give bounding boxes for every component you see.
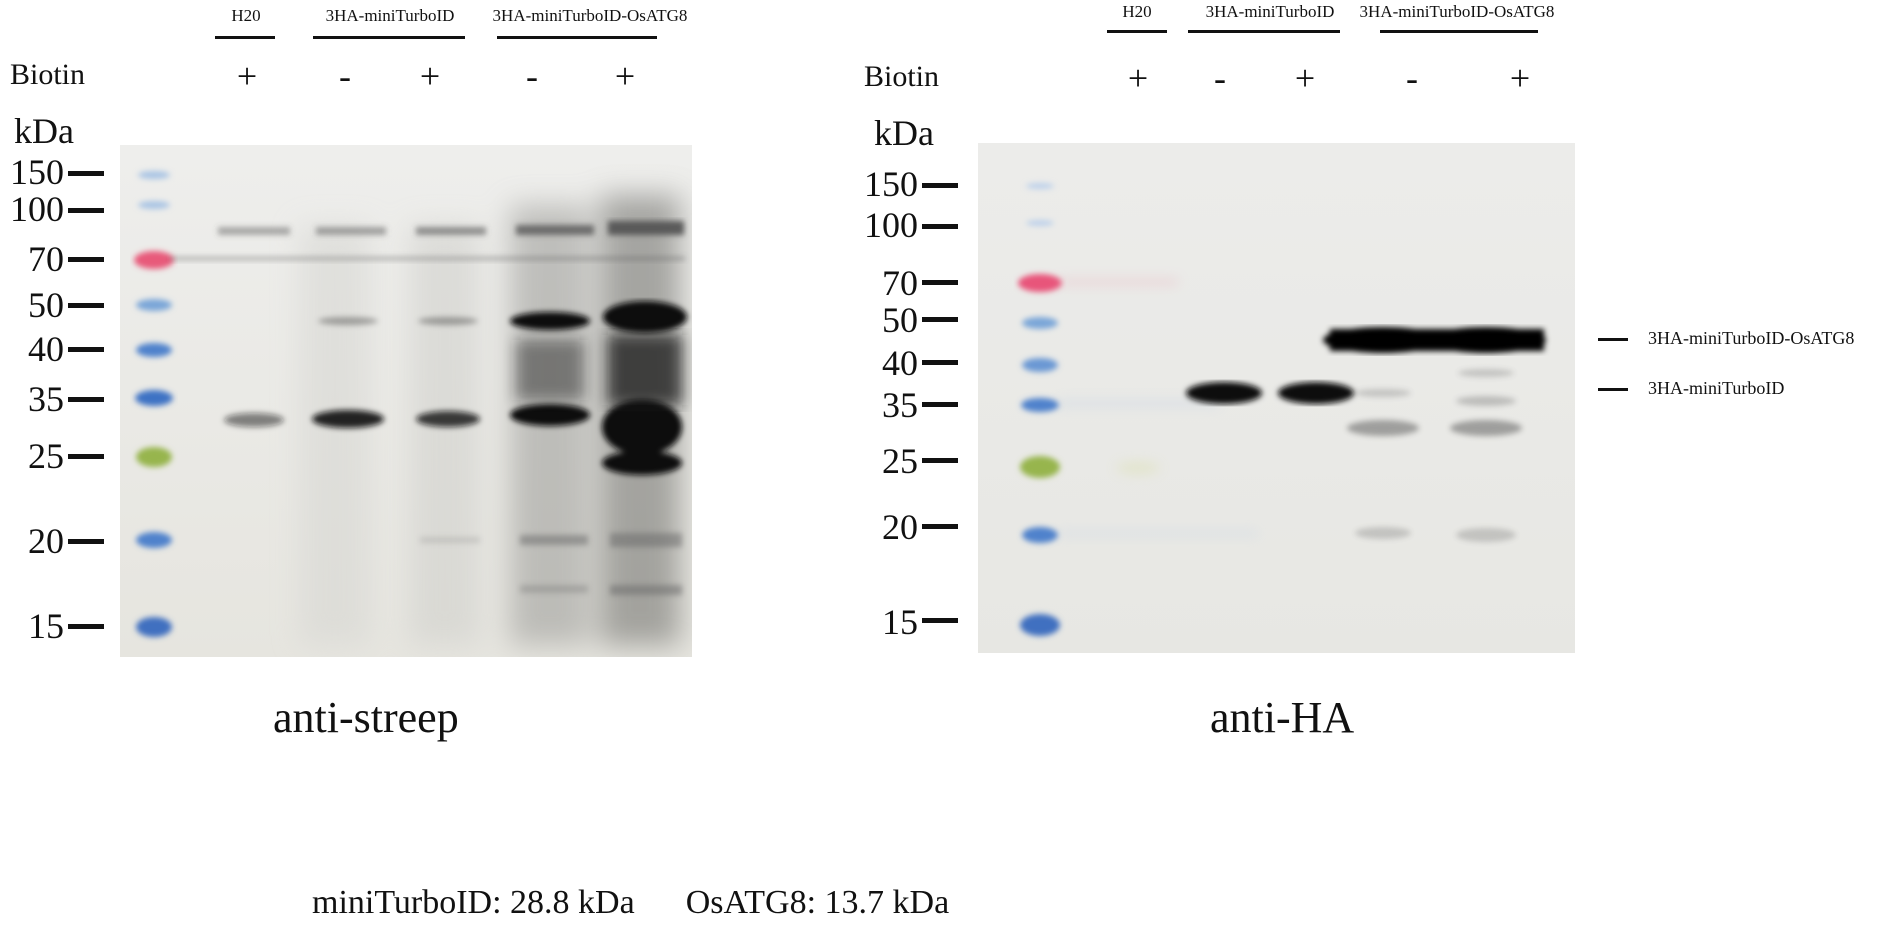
left-marker-tick-40 <box>68 347 104 352</box>
left-marker-70: 70 <box>28 239 64 279</box>
left-biotin-sign-lane1: + <box>236 56 258 96</box>
left-marker-tick-100 <box>68 208 104 213</box>
left-group-line-h2o <box>215 36 275 39</box>
left-marker-tick-20 <box>68 539 104 544</box>
annot-line-osatg8-fusion <box>1598 338 1628 341</box>
left-group-label-h2o: H20 <box>231 6 261 25</box>
left-group-label-miniturboid: 3HA-miniTurboID <box>325 6 455 25</box>
annot-miniturboid: 3HA-miniTurboID <box>1648 378 1785 398</box>
left-group-line-miniturboid <box>313 36 465 39</box>
right-marker-tick-20 <box>922 524 958 529</box>
right-marker-tick-25 <box>922 458 958 463</box>
left-group-label-miniturboid-osatg8: 3HA-miniTurboID-OsATG8 <box>492 6 688 25</box>
left-marker-40: 40 <box>28 329 64 369</box>
left-marker-25: 25 <box>28 436 64 476</box>
right-group-label-h2o: H20 <box>1122 2 1152 21</box>
right-marker-50: 50 <box>882 300 918 340</box>
left-marker-tick-70 <box>68 257 104 262</box>
left-blot-image <box>120 145 692 657</box>
left-marker-150: 150 <box>10 152 64 192</box>
right-marker-15: 15 <box>882 602 918 642</box>
right-group-line-miniturboid <box>1188 30 1340 33</box>
right-biotin-sign-lane2: - <box>1214 58 1226 98</box>
left-marker-tick-35 <box>68 397 104 402</box>
right-marker-100: 100 <box>864 205 918 245</box>
left-marker-tick-25 <box>68 454 104 459</box>
right-biotin-sign-lane4: - <box>1406 58 1418 98</box>
left-marker-tick-50 <box>68 303 104 308</box>
right-group-label-miniturboid: 3HA-miniTurboID <box>1205 2 1335 21</box>
left-biotin-sign-lane4: - <box>526 56 538 96</box>
right-marker-25: 25 <box>882 441 918 481</box>
left-marker-20: 20 <box>28 521 64 561</box>
left-biotin-sign-lane2: - <box>339 56 351 96</box>
left-biotin-sign-lane3: + <box>419 56 441 96</box>
left-marker-100: 100 <box>10 189 64 229</box>
left-biotin-sign-lane5: + <box>614 56 636 96</box>
right-biotin-sign-lane5: + <box>1509 58 1531 98</box>
right-marker-70: 70 <box>882 263 918 303</box>
right-marker-tick-35 <box>922 402 958 407</box>
left-marker-35: 35 <box>28 379 64 419</box>
right-marker-tick-40 <box>922 360 958 365</box>
right-marker-tick-150 <box>922 183 958 188</box>
left-group-line-miniturboid-osatg8 <box>497 36 657 39</box>
right-marker-20: 20 <box>882 507 918 547</box>
right-marker-tick-70 <box>922 280 958 285</box>
footnote-protein-sizes: miniTurboID: 28.8 kDa OsATG8: 13.7 kDa <box>312 884 950 921</box>
right-biotin-sign-lane3: + <box>1294 58 1316 98</box>
right-marker-150: 150 <box>864 164 918 204</box>
annot-line-miniturboid <box>1598 388 1628 391</box>
left-caption: anti-streep <box>273 693 459 742</box>
right-kda-label: kDa <box>874 113 934 153</box>
left-marker-tick-15 <box>68 624 104 629</box>
right-biotin-label: Biotin <box>864 60 940 93</box>
left-marker-50: 50 <box>28 285 64 325</box>
right-group-line-miniturboid-osatg8 <box>1380 30 1538 33</box>
left-marker-15: 15 <box>28 606 64 646</box>
left-marker-tick-150 <box>68 171 104 176</box>
right-marker-35: 35 <box>882 385 918 425</box>
left-biotin-label: Biotin <box>10 58 86 91</box>
right-group-label-miniturboid-osatg8: 3HA-miniTurboID-OsATG8 <box>1359 2 1555 21</box>
right-blot-image <box>978 143 1575 653</box>
right-marker-tick-15 <box>922 618 958 623</box>
right-marker-tick-50 <box>922 317 958 322</box>
right-group-line-h2o <box>1107 30 1167 33</box>
annot-osatg8-fusion: 3HA-miniTurboID-OsATG8 <box>1648 328 1855 348</box>
right-marker-40: 40 <box>882 343 918 383</box>
right-biotin-sign-lane1: + <box>1127 58 1149 98</box>
right-marker-tick-100 <box>922 224 958 229</box>
left-kda-label: kDa <box>14 111 74 151</box>
right-caption: anti-HA <box>1210 693 1355 742</box>
